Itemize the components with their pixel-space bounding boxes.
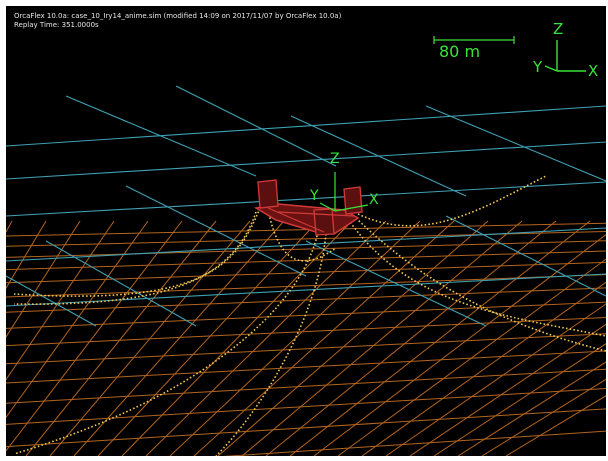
seabed-grid-line — [289, 220, 591, 456]
sea-grid-line — [175, 85, 337, 167]
vessel-axis-z-label: Z — [330, 151, 340, 167]
mooring-line[interactable] — [13, 207, 261, 297]
seabed-grid-line — [6, 220, 13, 233]
seabed-grid-line — [6, 220, 81, 338]
seabed-grid-line — [433, 343, 606, 456]
seabed-grid-line — [337, 258, 606, 456]
mooring-line[interactable] — [357, 175, 547, 227]
seabed-grid-line — [6, 368, 606, 404]
seabed-grid-line — [6, 350, 606, 384]
vessel-pontoon — [277, 211, 355, 217]
sea-grid-line — [6, 273, 606, 307]
sea-grid-line — [290, 115, 467, 197]
vessel-pontoon — [267, 207, 325, 233]
seabed-grid-line — [6, 333, 606, 365]
seabed-grid-line — [6, 220, 115, 381]
vessel-hull — [253, 203, 360, 235]
seabed-grid-line — [6, 274, 606, 298]
view-axis-y-label: Y — [533, 58, 543, 76]
scene-canvas[interactable] — [6, 6, 606, 456]
seabed-grid-line — [25, 220, 217, 456]
3d-view[interactable]: OrcaFlex 10.0a: case_10_Iry14_anime.sim … — [6, 6, 606, 456]
sea-grid-line — [6, 105, 606, 147]
mooring-lines — [13, 175, 606, 456]
seabed-grid-line — [457, 361, 606, 456]
seabed-grid-line — [361, 281, 606, 456]
sea-grid-line — [445, 215, 606, 297]
sea-grid-line — [125, 185, 307, 277]
seabed-grid-line — [481, 378, 606, 456]
vessel-column-front — [313, 208, 335, 236]
vessel-y-axis — [319, 202, 336, 212]
seabed-grid-line — [222, 430, 606, 456]
view-axes-triad — [544, 40, 586, 72]
seabed-grid-line — [241, 220, 523, 456]
mooring-line[interactable] — [267, 209, 337, 262]
mooring-line[interactable] — [13, 211, 257, 305]
vessel-column-left — [257, 179, 279, 209]
vessel-x-axis — [334, 204, 369, 212]
seabed-grid-line — [409, 323, 606, 456]
seabed-grid-line — [169, 220, 421, 456]
scale-bar — [433, 36, 515, 44]
seabed-grid-line — [217, 220, 489, 456]
vessel-column-right — [343, 186, 363, 215]
view-axis-x-label: X — [588, 62, 599, 80]
seabed-grid-line — [265, 220, 557, 456]
seabed-grid-line — [193, 220, 455, 456]
seabed-grid-line — [6, 240, 606, 258]
seabed-grid-line — [49, 220, 251, 456]
sea-grid-line — [6, 181, 606, 217]
simulation-title: OrcaFlex 10.0a: case_10_Iry14_anime.sim … — [14, 12, 342, 20]
seabed-grid-line — [6, 316, 606, 347]
sea-grid-line — [6, 227, 606, 262]
sea-grid-line — [65, 95, 257, 177]
mooring-line[interactable] — [345, 215, 606, 337]
sea-grid-line — [6, 275, 97, 327]
sea-grid-line — [305, 240, 487, 327]
scale-bar-label: 80 m — [439, 42, 481, 61]
replay-time: Replay Time: 351.0000s — [14, 21, 99, 29]
sea-grid-line — [45, 240, 197, 327]
seabed-grid-line — [385, 303, 606, 456]
sea-grid-line — [6, 141, 606, 180]
seabed-grid — [6, 220, 606, 456]
seabed-grid-line — [73, 220, 285, 456]
vessel-axis-x-label: X — [369, 192, 379, 208]
sea-surface-grid — [6, 85, 606, 327]
seabed-grid-line — [6, 220, 183, 452]
view-axis-z-label: Z — [553, 20, 564, 38]
seabed-grid-line — [97, 220, 319, 456]
seabed-grid-line — [6, 287, 606, 313]
seabed-grid-line — [6, 388, 606, 425]
sea-grid-line — [425, 105, 606, 182]
seabed-grid-line — [313, 234, 606, 456]
vessel-axis-y-label: Y — [310, 188, 319, 204]
seabed-grid-line — [6, 408, 606, 448]
mooring-line[interactable] — [215, 233, 327, 456]
vessel[interactable] — [253, 172, 369, 236]
seabed-grid-line — [6, 220, 149, 419]
seabed-grid-line — [505, 395, 606, 456]
mooring-line[interactable] — [355, 217, 606, 352]
